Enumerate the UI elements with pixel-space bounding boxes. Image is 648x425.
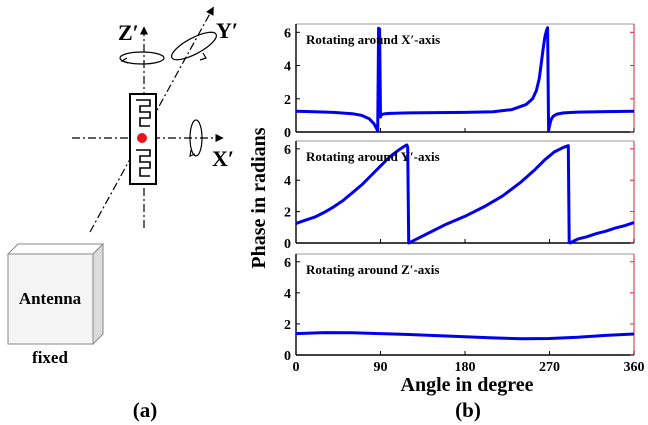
antenna-box-side	[92, 242, 104, 346]
panel-b-chart: 0 2 4 6 Rotating around X′-axis 0 2 4 6 Rotating …	[248, 23, 645, 422]
chart-panel-2: 0 2 4 6 Rotating around Y′-axis	[284, 140, 635, 252]
y-tick-label: 4	[284, 287, 291, 302]
chart-title: Rotating around Y′-axis	[306, 149, 440, 164]
y-axis-line	[89, 6, 214, 233]
series-line	[295, 26, 635, 133]
y-tick-label: 2	[284, 93, 291, 108]
series-line	[295, 143, 635, 245]
x-tick-label: 180	[455, 360, 476, 375]
x-tick-label: 270	[539, 360, 560, 375]
x-tick-label: 0	[293, 360, 300, 375]
y-tick-label: 0	[284, 126, 291, 141]
y-tick-label: 2	[284, 206, 291, 221]
antenna-box-top	[6, 243, 105, 255]
y-tick-label: 6	[284, 143, 291, 158]
x-rotation-ellipse	[189, 119, 203, 157]
z-axis-label: Z′	[118, 20, 139, 45]
tag-meander	[136, 99, 151, 177]
y-rotation-ellipse	[171, 31, 217, 61]
y-tick-label: 4	[284, 60, 291, 75]
z-rotation-arrowhead	[120, 57, 129, 64]
chart-panel-3: 0 2 4 6 0 90 180 270 360 Rotating around Z′-axis	[284, 253, 645, 375]
antenna-label: Antenna	[19, 289, 82, 308]
y-axis-title: Phase in radians	[248, 127, 270, 268]
y-tick-label: 0	[284, 349, 291, 364]
x-axis-title: Angle in degree	[401, 374, 534, 396]
y-tick-label: 4	[284, 174, 291, 189]
panel-a-diagram: Z′ Y′ X′ Antenna fixed (a)	[6, 6, 238, 422]
y-axis-label: Y′	[216, 18, 238, 43]
caption-a: (a)	[133, 398, 158, 422]
y-tick-label: 6	[284, 256, 291, 271]
chart-title: Rotating around Z′-axis	[306, 262, 439, 277]
chart-panel-1: 0 2 4 6 Rotating around X′-axis	[284, 23, 635, 141]
y-tick-label: 2	[284, 318, 291, 333]
tag-chip	[137, 133, 147, 143]
y-rotation-arrowhead	[199, 52, 207, 61]
antenna-box-front	[7, 253, 94, 345]
series-line	[295, 331, 635, 341]
chart-title: Rotating around X′-axis	[306, 32, 440, 47]
x-tick-label: 90	[374, 360, 388, 375]
x-rotation-arrowhead	[189, 149, 196, 157]
z-rotation-ellipse	[119, 51, 165, 65]
y-tick-label: 0	[284, 237, 291, 252]
x-tick-label: 360	[624, 360, 645, 375]
fixed-label: fixed	[32, 348, 68, 367]
y-tick-label: 6	[284, 26, 291, 41]
caption-b: (b)	[455, 398, 481, 422]
x-axis-label: X′	[212, 146, 234, 171]
chart-stack: 0 2 4 6 Rotating around X′-axis 0 2 4 6 Rotating …	[284, 23, 645, 375]
